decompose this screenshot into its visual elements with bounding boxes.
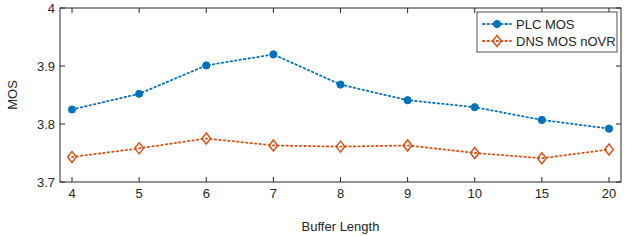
- x-tick: [273, 177, 274, 182]
- data-point: [337, 81, 344, 88]
- x-tick: [206, 8, 207, 13]
- y-tick: [616, 124, 621, 125]
- legend-label: DNS MOS nOVR: [516, 34, 616, 49]
- x-tick-label: 15: [535, 186, 549, 201]
- x-tick: [72, 8, 73, 13]
- x-tick: [407, 177, 408, 182]
- legend-label: PLC MOS: [516, 17, 575, 32]
- data-point: [202, 133, 211, 144]
- x-tick: [72, 177, 73, 182]
- y-tick: [60, 124, 65, 125]
- data-point: [403, 140, 412, 151]
- plot-background: [60, 8, 621, 182]
- legend-marker: [493, 20, 500, 27]
- x-tick: [273, 8, 274, 13]
- legend-line: [483, 40, 511, 42]
- y-tick: [616, 66, 621, 67]
- x-tick: [139, 8, 140, 13]
- series-line: [72, 139, 609, 159]
- x-tick: [474, 8, 475, 13]
- x-tick-label: 10: [468, 186, 482, 201]
- x-tick-label: 20: [602, 186, 616, 201]
- legend-marker: [493, 36, 502, 47]
- data-point: [404, 97, 411, 104]
- data-point: [470, 148, 479, 159]
- plot-frame: [60, 8, 621, 182]
- x-tick-label: 7: [270, 186, 277, 201]
- y-tick-label: 3.8: [37, 117, 55, 132]
- series-line: [72, 54, 609, 128]
- legend: PLC MOS DNS MOS nOVR: [477, 12, 617, 52]
- y-axis-label: MOS: [5, 80, 20, 110]
- data-point: [537, 153, 546, 164]
- y-tick-label: 4: [48, 1, 55, 16]
- x-tick: [609, 177, 610, 182]
- data-point: [68, 152, 77, 163]
- legend-box: [477, 12, 617, 52]
- x-tick: [206, 177, 207, 182]
- x-tick: [340, 8, 341, 13]
- data-point: [336, 141, 345, 152]
- x-tick-label: 9: [404, 186, 411, 201]
- x-tick: [541, 177, 542, 182]
- y-tick: [60, 66, 65, 67]
- x-tick-label: 5: [136, 186, 143, 201]
- x-tick-label: 8: [337, 186, 344, 201]
- x-axis-label: Buffer Length: [302, 219, 380, 234]
- x-tick: [474, 177, 475, 182]
- x-tick-label: 4: [68, 186, 75, 201]
- x-tick: [407, 8, 408, 13]
- data-point: [68, 106, 75, 113]
- chart-container: 3.7 3.8 3.9 4 4 5 6 7 8 9 10 15 20 Buffer Length MOS PL…: [0, 0, 626, 236]
- x-tick: [139, 177, 140, 182]
- data-point: [136, 90, 143, 97]
- data-point: [605, 144, 614, 155]
- x-tick: [340, 177, 341, 182]
- y-tick-label: 3.9: [37, 59, 55, 74]
- chart-svg: 3.7 3.8 3.9 4 4 5 6 7 8 9 10 15 20 Buffer Length MOS PL…: [0, 0, 626, 236]
- data-point: [538, 116, 545, 123]
- data-point: [605, 125, 612, 132]
- x-tick-label: 6: [203, 186, 210, 201]
- data-group: [68, 51, 614, 164]
- data-point: [269, 140, 278, 151]
- data-point: [471, 104, 478, 111]
- y-tick-label: 3.7: [37, 175, 55, 190]
- data-point: [203, 62, 210, 69]
- data-point: [270, 51, 277, 58]
- data-point: [135, 143, 144, 154]
